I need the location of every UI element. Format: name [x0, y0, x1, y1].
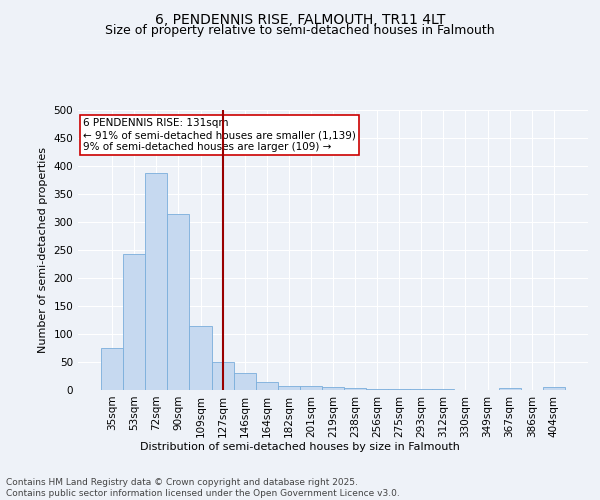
Bar — [256, 382, 278, 390]
Bar — [388, 389, 410, 390]
Text: Size of property relative to semi-detached houses in Falmouth: Size of property relative to semi-detach… — [105, 24, 495, 37]
Bar — [543, 387, 565, 390]
Bar — [212, 362, 233, 390]
Bar — [233, 373, 256, 390]
Bar — [278, 386, 300, 390]
Bar — [101, 348, 123, 390]
Bar — [344, 388, 366, 390]
Bar — [123, 254, 145, 390]
Text: Contains HM Land Registry data © Crown copyright and database right 2025.
Contai: Contains HM Land Registry data © Crown c… — [6, 478, 400, 498]
Bar — [366, 389, 388, 390]
Text: 6, PENDENNIS RISE, FALMOUTH, TR11 4LT: 6, PENDENNIS RISE, FALMOUTH, TR11 4LT — [155, 12, 445, 26]
Y-axis label: Number of semi-detached properties: Number of semi-detached properties — [38, 147, 48, 353]
Bar — [190, 326, 212, 390]
Bar — [145, 172, 167, 390]
Bar — [499, 388, 521, 390]
Bar — [167, 214, 190, 390]
Bar — [300, 386, 322, 390]
Text: 6 PENDENNIS RISE: 131sqm
← 91% of semi-detached houses are smaller (1,139)
9% of: 6 PENDENNIS RISE: 131sqm ← 91% of semi-d… — [83, 118, 356, 152]
Text: Distribution of semi-detached houses by size in Falmouth: Distribution of semi-detached houses by … — [140, 442, 460, 452]
Bar — [322, 386, 344, 390]
